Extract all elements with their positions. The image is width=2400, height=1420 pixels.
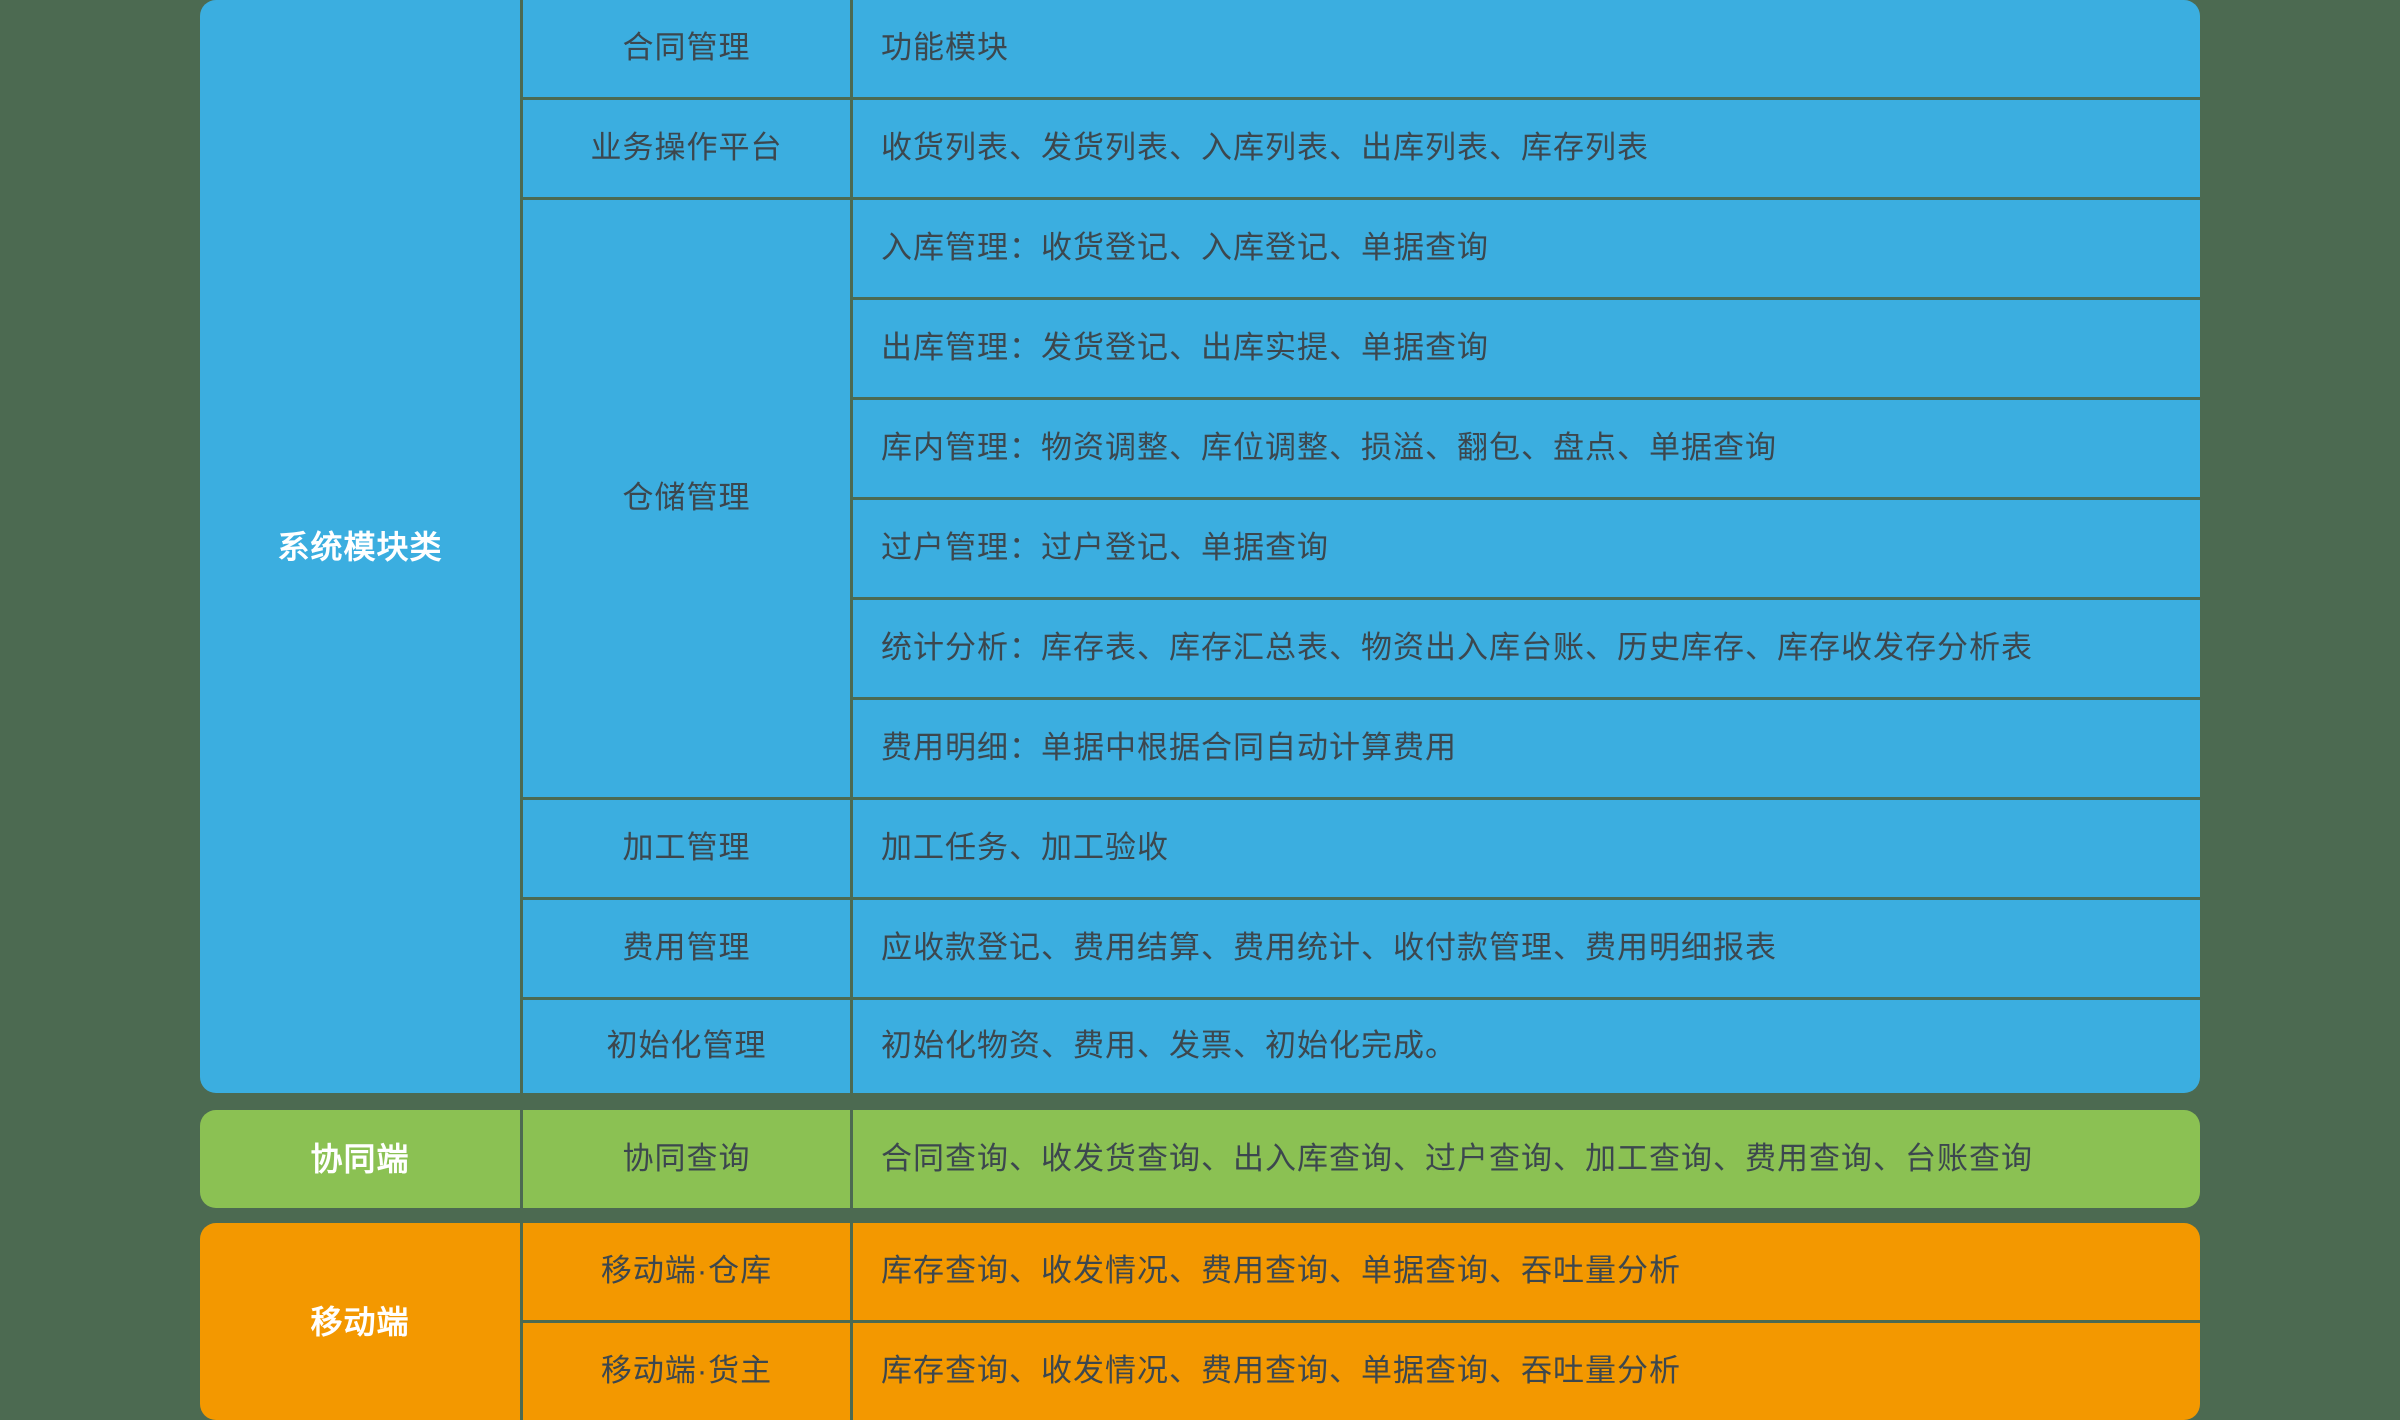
module-name-system-4: 费用管理 [523, 900, 850, 997]
module-name-mobile-0: 移动端·仓库 [523, 1223, 850, 1320]
section-label-collab: 协同端 [200, 1110, 520, 1208]
module-name-system-3: 加工管理 [523, 800, 850, 897]
section-system-modules: 系统模块类 合同管理 功能模块 业务操作平台 收货列表、发货列表、入库列表、出库列表、库… [200, 0, 2200, 1093]
module-features-system-2-5: 费用明细：单据中根据合同自动计算费用 [853, 700, 2200, 797]
module-features-system-1-0: 收货列表、发货列表、入库列表、出库列表、库存列表 [853, 100, 2200, 197]
module-name-collab-0: 协同查询 [523, 1110, 850, 1208]
module-name-system-5: 初始化管理 [523, 1000, 850, 1093]
module-features-mobile-1-0: 库存查询、收发情况、费用查询、单据查询、吞吐量分析 [853, 1323, 2200, 1420]
module-features-system-2-4: 统计分析：库存表、库存汇总表、物资出入库台账、历史库存、库存收发存分析表 [853, 600, 2200, 697]
module-features-system-5-0: 初始化物资、费用、发票、初始化完成。 [853, 1000, 2200, 1093]
module-features-system-2-2: 库内管理：物资调整、库位调整、损溢、翻包、盘点、单据查询 [853, 400, 2200, 497]
module-name-mobile-1: 移动端·货主 [523, 1323, 850, 1420]
module-features-system-2-3: 过户管理：过户登记、单据查询 [853, 500, 2200, 597]
section-collaboration: 协同端 协同查询 合同查询、收发货查询、出入库查询、过户查询、加工查询、费用查询、台… [200, 1110, 2200, 1208]
module-features-system-3-0: 加工任务、加工验收 [853, 800, 2200, 897]
module-features-mobile-0-0: 库存查询、收发情况、费用查询、单据查询、吞吐量分析 [853, 1223, 2200, 1320]
section-label-mobile: 移动端 [200, 1223, 520, 1420]
module-name-system-2: 仓储管理 [523, 200, 850, 797]
module-features-system-2-0: 入库管理：收货登记、入库登记、单据查询 [853, 200, 2200, 297]
module-name-system-1: 业务操作平台 [523, 100, 850, 197]
module-features-system-0-0: 功能模块 [853, 0, 2200, 97]
module-features-system-2-1: 出库管理：发货登记、出库实提、单据查询 [853, 300, 2200, 397]
section-label-system: 系统模块类 [200, 0, 520, 1093]
module-features-system-4-0: 应收款登记、费用结算、费用统计、收付款管理、费用明细报表 [853, 900, 2200, 997]
module-features-collab-0-0: 合同查询、收发货查询、出入库查询、过户查询、加工查询、费用查询、台账查询 [853, 1110, 2200, 1208]
section-mobile: 移动端 移动端·仓库 库存查询、收发情况、费用查询、单据查询、吞吐量分析 移动端·货主… [200, 1223, 2200, 1420]
module-name-system-0: 合同管理 [523, 0, 850, 97]
